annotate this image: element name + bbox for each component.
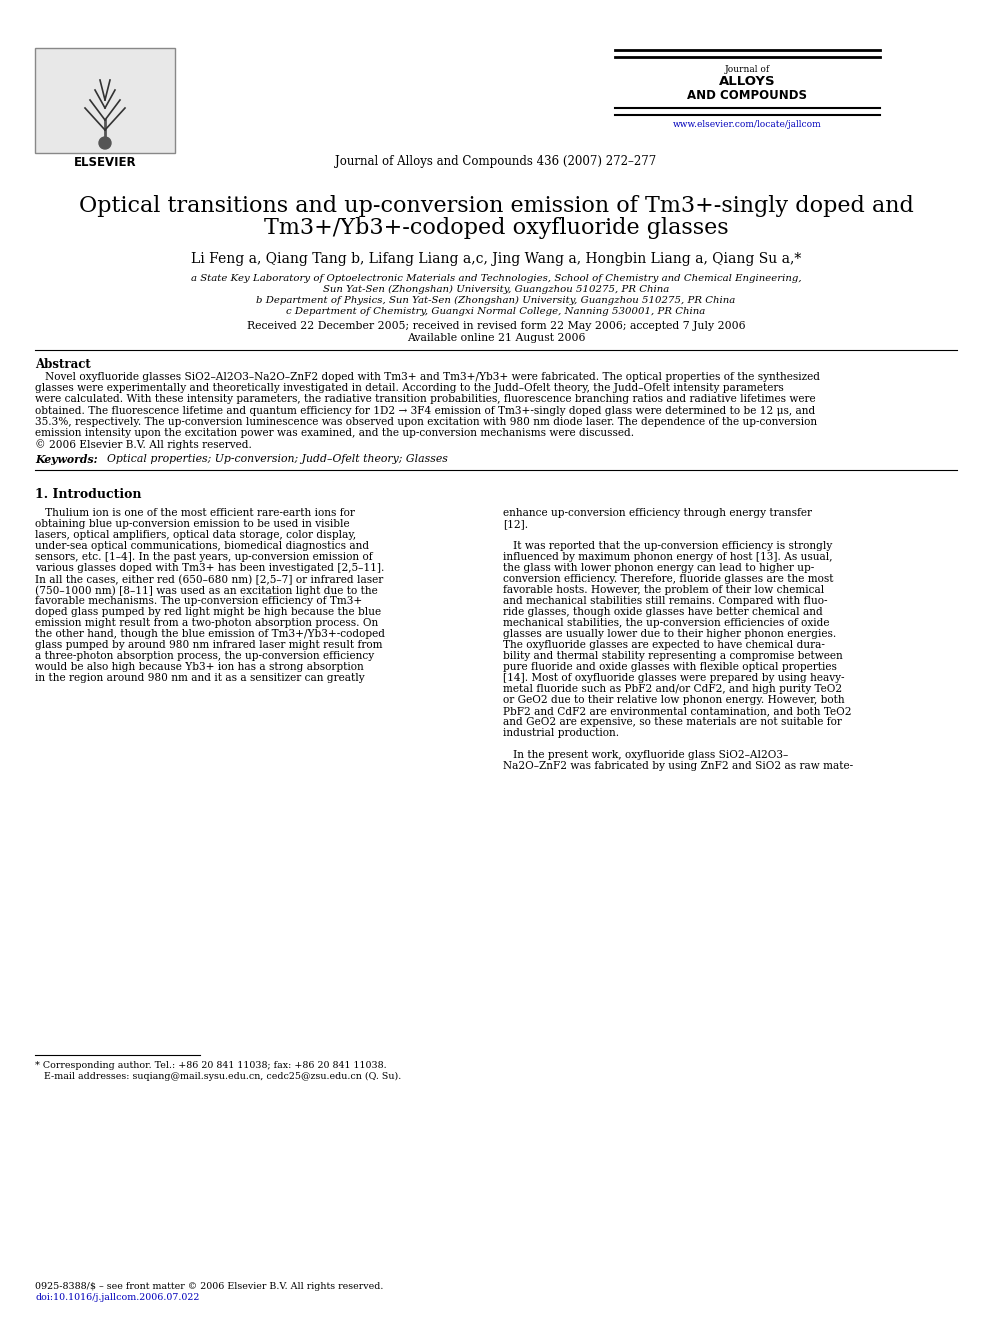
Text: various glasses doped with Tm3+ has been investigated [2,5–11].: various glasses doped with Tm3+ has been… (35, 564, 384, 573)
Text: in the region around 980 nm and it as a sensitizer can greatly: in the region around 980 nm and it as a … (35, 673, 365, 684)
Text: [14]. Most of oxyfluoride glasses were prepared by using heavy-: [14]. Most of oxyfluoride glasses were p… (503, 673, 844, 684)
Text: a three-photon absorption process, the up-conversion efficiency: a three-photon absorption process, the u… (35, 651, 374, 662)
Circle shape (99, 138, 111, 149)
Text: emission intensity upon the excitation power was examined, and the up-conversion: emission intensity upon the excitation p… (35, 429, 634, 438)
Text: sensors, etc. [1–4]. In the past years, up-conversion emission of: sensors, etc. [1–4]. In the past years, … (35, 553, 373, 562)
Text: emission might result from a two-photon absorption process. On: emission might result from a two-photon … (35, 618, 378, 628)
Text: Available online 21 August 2006: Available online 21 August 2006 (407, 333, 585, 343)
Text: a State Key Laboratory of Optoelectronic Materials and Technologies, School of C: a State Key Laboratory of Optoelectronic… (190, 274, 802, 283)
Text: the other hand, though the blue emission of Tm3+/Yb3+-codoped: the other hand, though the blue emission… (35, 630, 385, 639)
Text: under-sea optical communications, biomedical diagnostics and: under-sea optical communications, biomed… (35, 541, 369, 552)
Text: In the present work, oxyfluoride glass SiO2–Al2O3–: In the present work, oxyfluoride glass S… (503, 750, 789, 761)
Text: AND COMPOUNDS: AND COMPOUNDS (687, 89, 807, 102)
Text: ride glasses, though oxide glasses have better chemical and: ride glasses, though oxide glasses have … (503, 607, 822, 618)
Text: * Corresponding author. Tel.: +86 20 841 11038; fax: +86 20 841 11038.: * Corresponding author. Tel.: +86 20 841… (35, 1061, 387, 1070)
Text: favorable hosts. However, the problem of their low chemical: favorable hosts. However, the problem of… (503, 585, 824, 595)
Text: conversion efficiency. Therefore, fluoride glasses are the most: conversion efficiency. Therefore, fluori… (503, 574, 833, 585)
Text: ALLOYS: ALLOYS (718, 75, 776, 89)
Text: b Department of Physics, Sun Yat-Sen (Zhongshan) University, Guangzhou 510275, P: b Department of Physics, Sun Yat-Sen (Zh… (256, 296, 736, 306)
Text: glasses were experimentally and theoretically investigated in detail. According : glasses were experimentally and theoreti… (35, 384, 784, 393)
Text: Na2O–ZnF2 was fabricated by using ZnF2 and SiO2 as raw mate-: Na2O–ZnF2 was fabricated by using ZnF2 a… (503, 762, 853, 771)
FancyBboxPatch shape (35, 48, 175, 153)
Text: Novel oxyfluoride glasses SiO2–Al2O3–Na2O–ZnF2 doped with Tm3+ and Tm3+/Yb3+ wer: Novel oxyfluoride glasses SiO2–Al2O3–Na2… (35, 372, 820, 382)
Text: 0925-8388/$ – see front matter © 2006 Elsevier B.V. All rights reserved.: 0925-8388/$ – see front matter © 2006 El… (35, 1282, 383, 1291)
Text: pure fluoride and oxide glasses with flexible optical properties: pure fluoride and oxide glasses with fle… (503, 663, 837, 672)
Text: ELSEVIER: ELSEVIER (73, 156, 136, 169)
Text: glasses are usually lower due to their higher phonon energies.: glasses are usually lower due to their h… (503, 630, 836, 639)
Text: would be also high because Yb3+ ion has a strong absorption: would be also high because Yb3+ ion has … (35, 663, 364, 672)
Text: glass pumped by around 980 nm infrared laser might result from: glass pumped by around 980 nm infrared l… (35, 640, 383, 651)
Text: [12].: [12]. (503, 520, 528, 529)
Text: metal fluoride such as PbF2 and/or CdF2, and high purity TeO2: metal fluoride such as PbF2 and/or CdF2,… (503, 684, 842, 695)
Text: obtained. The fluorescence lifetime and quantum efficiency for 1D2 → 3F4 emissio: obtained. The fluorescence lifetime and … (35, 406, 815, 415)
Text: In all the cases, either red (650–680 nm) [2,5–7] or infrared laser: In all the cases, either red (650–680 nm… (35, 574, 383, 585)
Text: Journal of Alloys and Compounds 436 (2007) 272–277: Journal of Alloys and Compounds 436 (200… (335, 155, 657, 168)
Text: Li Feng a, Qiang Tang b, Lifang Liang a,c, Jing Wang a, Hongbin Liang a, Qiang S: Li Feng a, Qiang Tang b, Lifang Liang a,… (190, 251, 802, 266)
Text: doped glass pumped by red light might be high because the blue: doped glass pumped by red light might be… (35, 607, 381, 618)
Text: Received 22 December 2005; received in revised form 22 May 2006; accepted 7 July: Received 22 December 2005; received in r… (247, 321, 745, 331)
Text: bility and thermal stability representing a compromise between: bility and thermal stability representin… (503, 651, 843, 662)
Text: PbF2 and CdF2 are environmental contamination, and both TeO2: PbF2 and CdF2 are environmental contamin… (503, 706, 851, 716)
Text: Optical transitions and up-conversion emission of Tm3+-singly doped and: Optical transitions and up-conversion em… (78, 194, 914, 217)
Text: obtaining blue up-conversion emission to be used in visible: obtaining blue up-conversion emission to… (35, 520, 349, 529)
Text: or GeO2 due to their relative low phonon energy. However, both: or GeO2 due to their relative low phonon… (503, 696, 844, 705)
Text: (750–1000 nm) [8–11] was used as an excitation light due to the: (750–1000 nm) [8–11] was used as an exci… (35, 585, 378, 595)
Text: industrial production.: industrial production. (503, 729, 619, 738)
Text: influenced by maximum phonon energy of host [13]. As usual,: influenced by maximum phonon energy of h… (503, 553, 832, 562)
Text: E-mail addresses: suqiang@mail.sysu.edu.cn, cedc25@zsu.edu.cn (Q. Su).: E-mail addresses: suqiang@mail.sysu.edu.… (35, 1072, 401, 1081)
Text: c Department of Chemistry, Guangxi Normal College, Nanning 530001, PR China: c Department of Chemistry, Guangxi Norma… (287, 307, 705, 316)
Text: were calculated. With these intensity parameters, the radiative transition proba: were calculated. With these intensity pa… (35, 394, 815, 405)
Text: favorable mechanisms. The up-conversion efficiency of Tm3+: favorable mechanisms. The up-conversion … (35, 597, 362, 606)
Text: Tm3+/Yb3+-codoped oxyfluoride glasses: Tm3+/Yb3+-codoped oxyfluoride glasses (264, 217, 728, 239)
Text: Optical properties; Up-conversion; Judd–Ofelt theory; Glasses: Optical properties; Up-conversion; Judd–… (100, 454, 447, 464)
Text: © 2006 Elsevier B.V. All rights reserved.: © 2006 Elsevier B.V. All rights reserved… (35, 439, 252, 450)
Text: enhance up-conversion efficiency through energy transfer: enhance up-conversion efficiency through… (503, 508, 812, 519)
Text: Abstract: Abstract (35, 359, 90, 370)
Text: the glass with lower phonon energy can lead to higher up-: the glass with lower phonon energy can l… (503, 564, 814, 573)
Text: doi:10.1016/j.jallcom.2006.07.022: doi:10.1016/j.jallcom.2006.07.022 (35, 1293, 199, 1302)
Text: and GeO2 are expensive, so these materials are not suitable for: and GeO2 are expensive, so these materia… (503, 717, 842, 728)
Text: lasers, optical amplifiers, optical data storage, color display,: lasers, optical amplifiers, optical data… (35, 531, 356, 540)
Text: Keywords:: Keywords: (35, 454, 97, 466)
Text: mechanical stabilities, the up-conversion efficiencies of oxide: mechanical stabilities, the up-conversio… (503, 618, 829, 628)
Text: Thulium ion is one of the most efficient rare-earth ions for: Thulium ion is one of the most efficient… (35, 508, 355, 519)
Text: www.elsevier.com/locate/jallcom: www.elsevier.com/locate/jallcom (673, 120, 821, 130)
Text: 1. Introduction: 1. Introduction (35, 488, 142, 501)
Text: Sun Yat-Sen (Zhongshan) University, Guangzhou 510275, PR China: Sun Yat-Sen (Zhongshan) University, Guan… (322, 284, 670, 294)
Text: 35.3%, respectively. The up-conversion luminescence was observed upon excitation: 35.3%, respectively. The up-conversion l… (35, 417, 817, 427)
Text: Journal of: Journal of (724, 65, 770, 74)
Text: The oxyfluoride glasses are expected to have chemical dura-: The oxyfluoride glasses are expected to … (503, 640, 825, 651)
Text: It was reported that the up-conversion efficiency is strongly: It was reported that the up-conversion e… (503, 541, 832, 552)
Text: and mechanical stabilities still remains. Compared with fluo-: and mechanical stabilities still remains… (503, 597, 827, 606)
